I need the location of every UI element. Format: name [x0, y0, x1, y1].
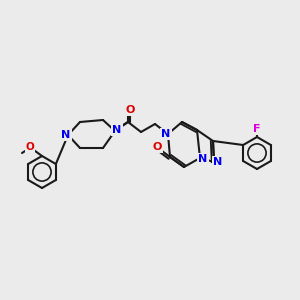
Text: O: O	[125, 105, 135, 115]
Text: F: F	[253, 124, 261, 134]
Text: N: N	[198, 154, 208, 164]
Text: N: N	[61, 130, 70, 140]
Text: N: N	[213, 157, 223, 167]
Text: N: N	[112, 125, 122, 135]
Text: N: N	[161, 129, 171, 139]
Text: O: O	[26, 142, 34, 152]
Text: O: O	[152, 142, 162, 152]
